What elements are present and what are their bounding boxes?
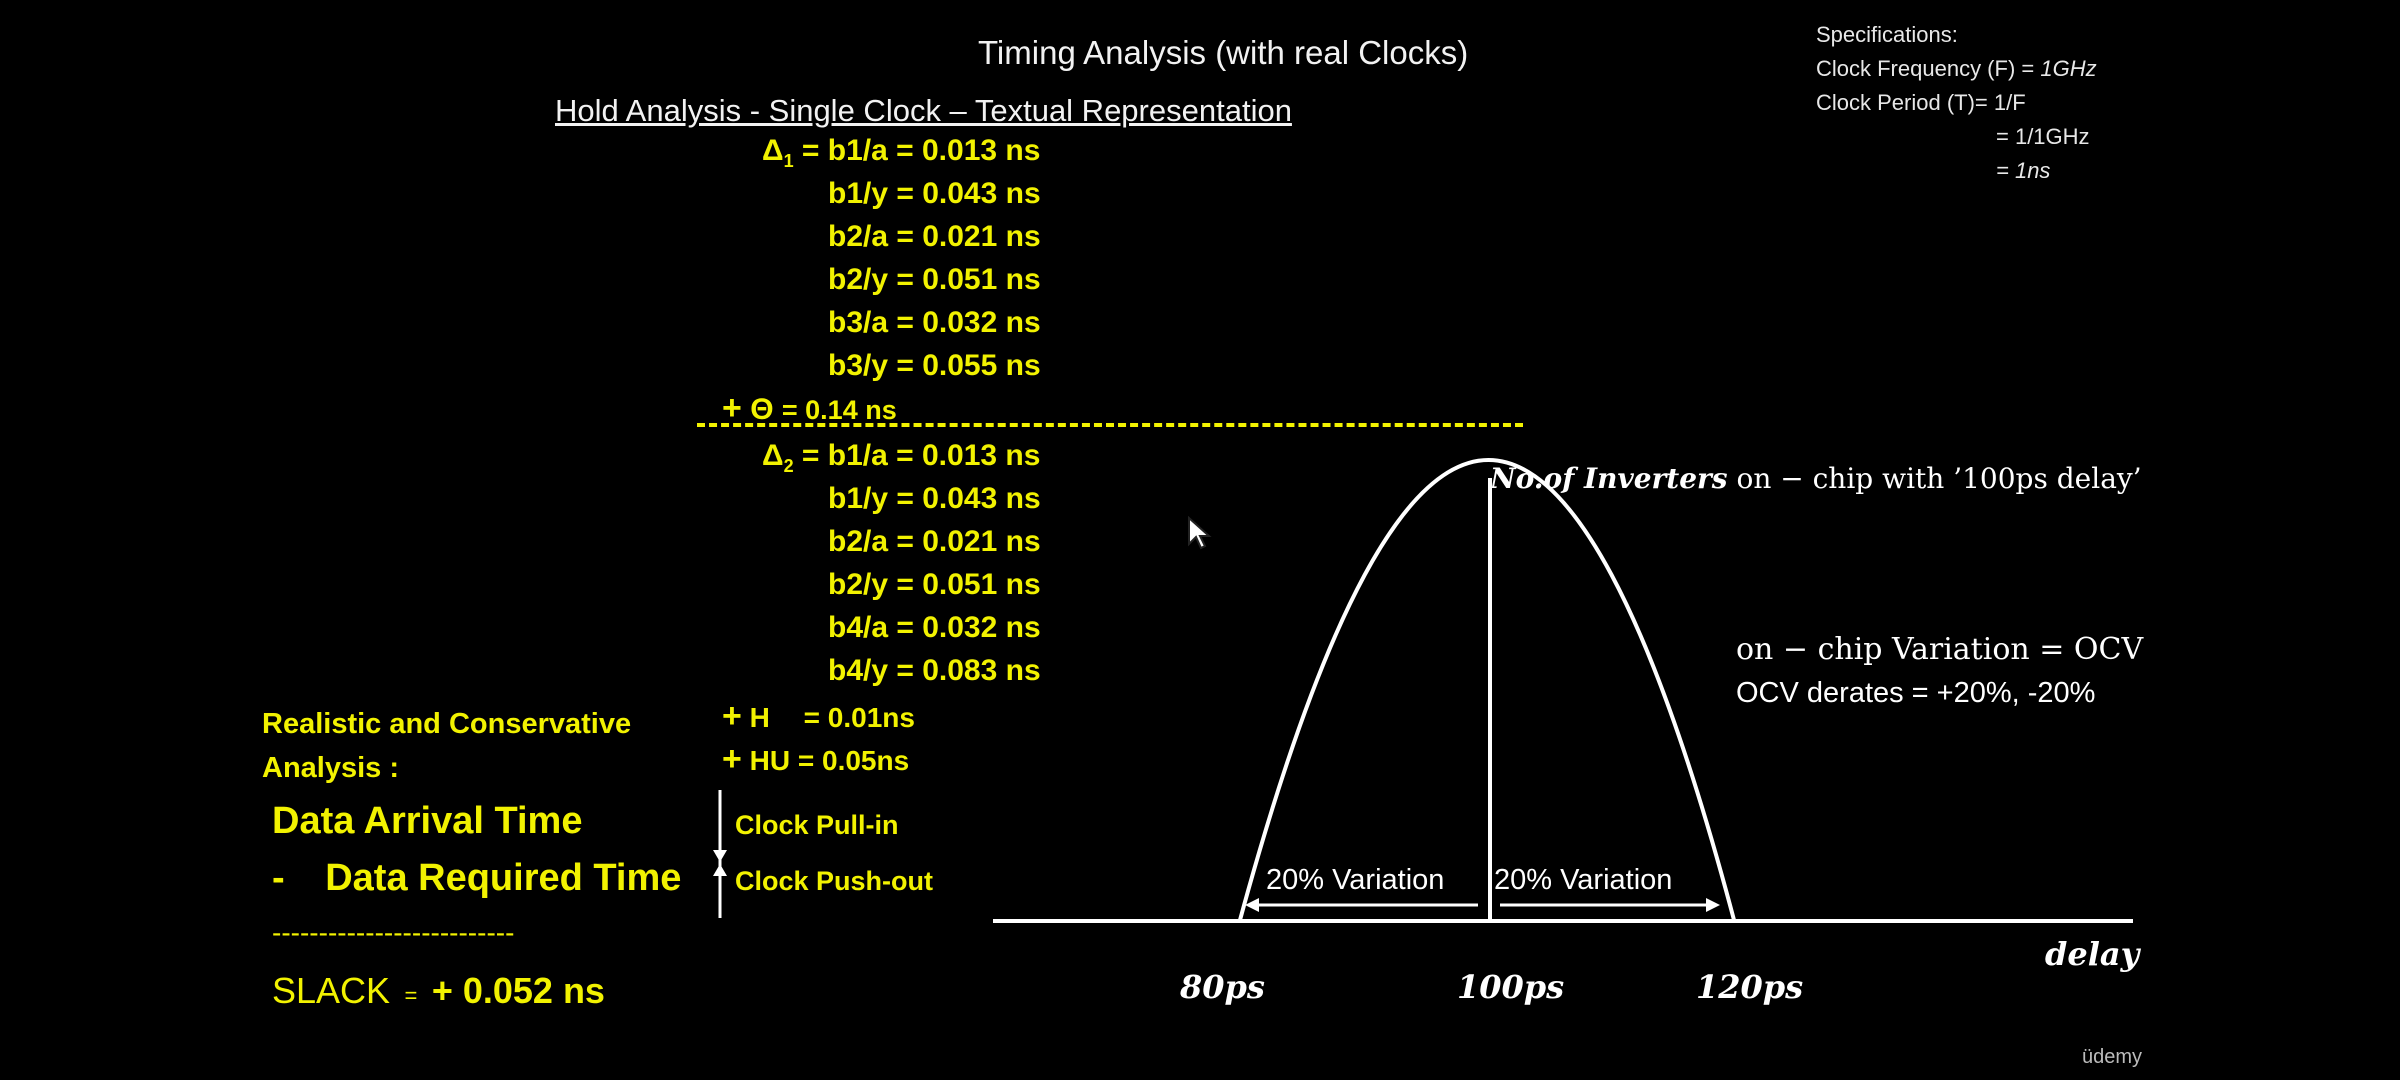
udemy-watermark: üdemy xyxy=(2082,1046,2143,1068)
section-subtitle: Hold Analysis - Single Clock – Textual R… xyxy=(555,93,1292,128)
hu-label: HU xyxy=(749,745,791,776)
slack-line: SLACK = + 0.052 ns xyxy=(272,970,605,1012)
hu-value: = 0.05ns xyxy=(797,745,910,776)
delta1-line-0: Δ1 = b1/a = 0.013 ns xyxy=(762,134,1040,172)
spec-period-value: = 1ns xyxy=(1996,158,2051,183)
left-variation-arrow xyxy=(1245,898,1478,912)
delta1-line-5: b3/y = 0.055 ns xyxy=(828,349,1041,382)
curve-label-rest: on − chip with ’100ps delay’ xyxy=(1727,462,2142,495)
ocv-derates: OCV derates = +20%, -20% xyxy=(1736,677,2096,709)
slack-equals: = xyxy=(404,983,418,1008)
delta2-symbol: Δ xyxy=(762,439,784,472)
x-axis-label: delay xyxy=(2045,935,2140,973)
delta2-line-5: b4/y = 0.083 ns xyxy=(828,654,1041,687)
hold-value: = 0.01ns xyxy=(803,702,915,733)
spec-frequency: Clock Frequency (F) = 1GHz xyxy=(1816,56,2097,82)
minus-sign: - xyxy=(272,857,285,899)
theta-line: + Θ = 0.14 ns xyxy=(722,389,897,428)
clock-push-out: Clock Push-out xyxy=(735,866,934,896)
delta1-sub: 1 xyxy=(783,151,794,171)
distribution-curve xyxy=(1238,458,1736,921)
delta2-value-0: = b1/a = 0.013 ns xyxy=(801,439,1041,472)
tick-80ps: 80ps xyxy=(1180,968,1265,1006)
delta2-line-2: b2/a = 0.021 ns xyxy=(828,525,1041,558)
delta2-line-0: Δ2 = b1/a = 0.013 ns xyxy=(762,439,1040,477)
specs-heading: Specifications: xyxy=(1816,22,1958,47)
clock-pull-in: Clock Pull-in xyxy=(735,810,899,840)
hold-plus: + xyxy=(722,697,742,735)
right-variation-arrow xyxy=(1500,898,1720,912)
curve-label: No.of Inverters on − chip with ’100ps de… xyxy=(1490,462,2142,495)
hold-uncertainty-line: + HU = 0.05ns xyxy=(722,740,909,779)
hold-label: H xyxy=(749,702,770,733)
theta-value: = 0.14 ns xyxy=(781,395,897,425)
pull-push-arrow-icon xyxy=(713,790,727,918)
delta1-value-0: = b1/a = 0.013 ns xyxy=(801,134,1041,167)
analysis-heading-line2: Analysis : xyxy=(262,752,399,784)
data-required-time: Data Required Time xyxy=(325,857,682,899)
hold-line: + H = 0.01ns xyxy=(722,697,915,736)
mouse-cursor-icon xyxy=(1188,516,1212,550)
analysis-heading-line1: Realistic and Conservative xyxy=(262,708,632,740)
right-variation-label: 20% Variation xyxy=(1494,864,1673,896)
delta1-line-2: b2/a = 0.021 ns xyxy=(828,220,1041,253)
slack-label: SLACK xyxy=(272,970,391,1011)
spec-frequency-value: 1GHz xyxy=(2040,56,2097,81)
data-arrival-time: Data Arrival Time xyxy=(272,800,583,842)
theta-plus: + xyxy=(722,389,742,427)
delta1-line-1: b1/y = 0.043 ns xyxy=(828,177,1041,210)
data-required-line: - Data Required Time xyxy=(272,857,681,900)
spec-period-step: = 1/1GHz xyxy=(1996,124,2090,149)
spec-period: Clock Period (T)= 1/F xyxy=(1816,90,2026,115)
hu-plus: + xyxy=(722,740,742,778)
curve-label-italic: No.of Inverters xyxy=(1490,462,1728,495)
page-title: Timing Analysis (with real Clocks) xyxy=(978,34,1469,71)
left-variation-label: 20% Variation xyxy=(1266,864,1445,896)
theta-symbol: Θ xyxy=(750,393,774,426)
tick-100ps: 100ps xyxy=(1457,968,1565,1006)
tick-120ps: 120ps xyxy=(1696,968,1804,1006)
delta2-line-3: b2/y = 0.051 ns xyxy=(828,568,1041,601)
delta1-line-4: b3/a = 0.032 ns xyxy=(828,306,1041,339)
delta2-line-1: b1/y = 0.043 ns xyxy=(828,482,1041,515)
spec-frequency-label: Clock Frequency (F) = xyxy=(1816,56,2041,81)
slack-separator: -------------------------- xyxy=(272,917,515,948)
delta1-line-3: b2/y = 0.051 ns xyxy=(828,263,1041,296)
slack-value: + 0.052 ns xyxy=(431,970,605,1011)
delta1-symbol: Δ xyxy=(762,134,784,167)
ocv-definition: on − chip Variation = OCV xyxy=(1736,632,2144,667)
sum-separator-line xyxy=(697,423,1523,427)
delta2-line-4: b4/a = 0.032 ns xyxy=(828,611,1041,644)
delta2-sub: 2 xyxy=(783,456,794,476)
